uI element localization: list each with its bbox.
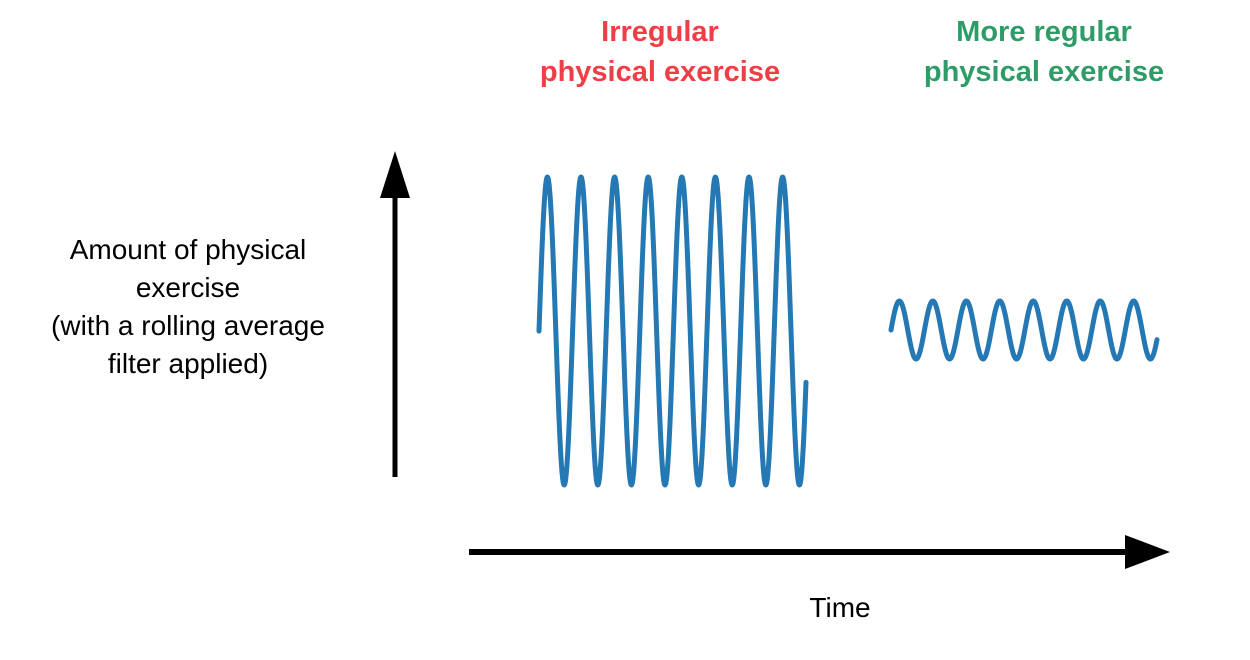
annotation-irregular-line-2: physical exercise — [539, 56, 781, 88]
annotation-irregular-exercise: Irregular physical exercise — [510, 12, 810, 92]
y-axis-arrowhead-icon — [380, 151, 410, 198]
irregular-wave — [536, 174, 809, 488]
x-axis-arrowhead-icon — [1125, 535, 1170, 569]
y-axis-label-line-3: (with a rolling average — [51, 310, 325, 341]
y-axis-label-line-2: exercise — [135, 272, 241, 303]
annotation-irregular-line-1: Irregular — [601, 16, 719, 48]
regular-wave — [888, 298, 1160, 362]
x-axis-label: Time — [809, 592, 871, 623]
y-axis-label: Amount of physical exercise (with a roll… — [18, 231, 358, 383]
y-axis-label-line-4: filter applied) — [107, 348, 269, 379]
annotation-regular-line-1: More regular — [956, 16, 1132, 48]
annotation-regular-exercise: More regular physical exercise — [884, 12, 1204, 92]
y-axis-label-line-1: Amount of physical — [69, 234, 307, 265]
annotation-regular-line-2: physical exercise — [923, 56, 1165, 88]
